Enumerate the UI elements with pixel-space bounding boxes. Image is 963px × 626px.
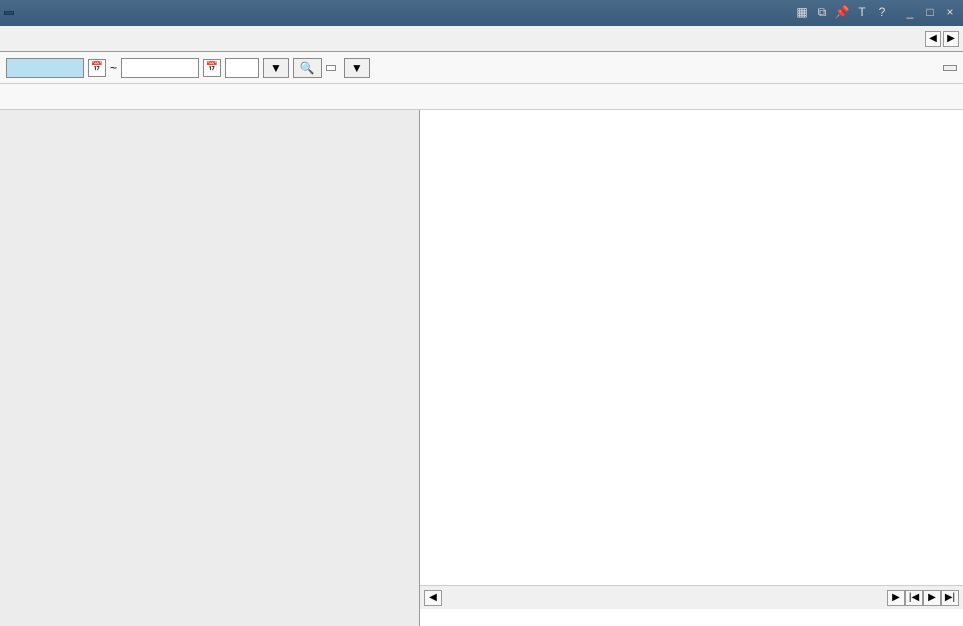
window-code <box>4 11 14 15</box>
tab-next-icon[interactable]: ▶ <box>943 31 959 47</box>
chart-play-icon[interactable]: ▶ <box>923 590 941 606</box>
date-from-input[interactable] <box>6 58 84 78</box>
help-icon[interactable]: ? <box>873 5 891 21</box>
control-bar: 📅 ~ 📅 ▼ 🔍 ▼ <box>0 52 963 84</box>
chart-scroll-left-icon[interactable]: ◀ <box>424 590 442 606</box>
search-icon[interactable]: 🔍 <box>293 58 322 78</box>
tilde: ~ <box>110 61 117 75</box>
market-dropdown[interactable] <box>326 65 336 71</box>
days-input[interactable] <box>225 58 259 78</box>
chart <box>420 110 963 580</box>
tab-prev-icon[interactable]: ◀ <box>925 31 941 47</box>
dropdown-more-icon[interactable]: ▼ <box>344 58 370 78</box>
text-icon[interactable]: T <box>853 5 871 21</box>
tab-bar: ◀ ▶ <box>0 26 963 52</box>
filter-bar <box>0 84 963 110</box>
icon-grid[interactable]: ▦ <box>793 5 811 21</box>
minimize-icon[interactable]: _ <box>901 5 919 21</box>
calendar-to-icon[interactable]: 📅 <box>203 59 221 77</box>
maximize-icon[interactable]: □ <box>921 5 939 21</box>
close-icon[interactable]: × <box>941 5 959 21</box>
data-table-pane <box>0 110 420 626</box>
chart-scroll-right-icon[interactable]: ▶ <box>887 590 905 606</box>
chart-last-icon[interactable]: ▶| <box>941 590 959 606</box>
calendar-from-icon[interactable]: 📅 <box>88 59 106 77</box>
icon-layout[interactable]: ⧉ <box>813 5 831 21</box>
pin-icon[interactable]: 📌 <box>833 5 851 21</box>
chart-bottom-bar: ◀ ▶ |◀ ▶ ▶| <box>420 585 963 609</box>
chart-first-icon[interactable]: |◀ <box>905 590 923 606</box>
query-button[interactable] <box>943 65 957 71</box>
chart-pane: ◀ ▶ |◀ ▶ ▶| <box>420 110 963 626</box>
spinner-btn[interactable]: ▼ <box>263 58 289 78</box>
date-to-input[interactable] <box>121 58 199 78</box>
